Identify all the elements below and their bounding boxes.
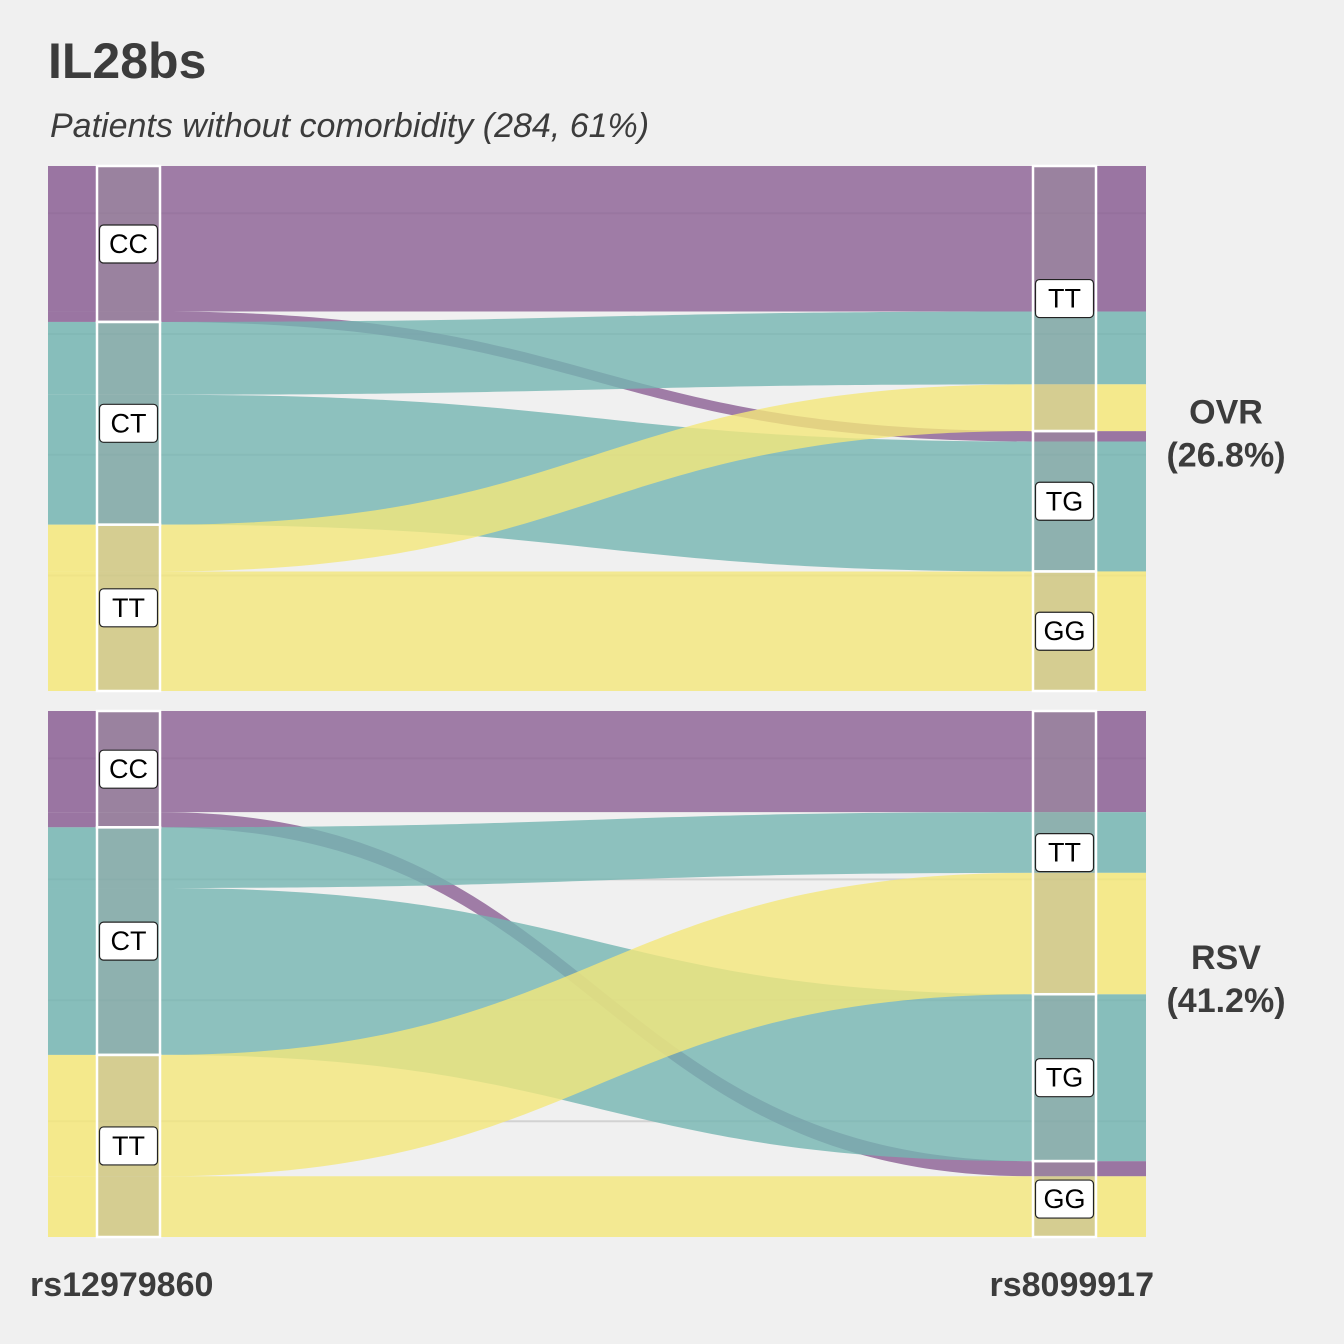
panel-ovr: CC CT TT TT TG GG OVR (26.8%) bbox=[48, 164, 1286, 693]
stratum-label-box bbox=[98, 403, 159, 443]
stratum-label-left-tt: TT bbox=[112, 593, 145, 623]
stratum-label-left-cc: CC bbox=[109, 754, 148, 784]
flow-tt-tt bbox=[160, 384, 1033, 572]
chart-title: IL28bs bbox=[48, 33, 206, 89]
stratum-label-box bbox=[1034, 1058, 1095, 1098]
flow-stub-right bbox=[1033, 1161, 1146, 1177]
flow-cc-tt bbox=[160, 166, 1033, 312]
stratum-label-left-ct: CT bbox=[111, 408, 147, 438]
stratum-label-box bbox=[1034, 278, 1095, 319]
x-axis-label-left: rs12979860 bbox=[30, 1266, 213, 1304]
stratum-label-right-tg: TG bbox=[1046, 1063, 1084, 1093]
stratum-label-right-tg: TG bbox=[1046, 486, 1084, 516]
flow-stub-left bbox=[48, 321, 160, 395]
panel-percent: (26.8%) bbox=[1166, 437, 1285, 475]
stratum-label-right-tt: TT bbox=[1048, 284, 1081, 314]
stratum-label-right-gg: GG bbox=[1043, 1184, 1085, 1214]
flow-tt-gg bbox=[160, 1176, 1033, 1237]
stratum-label-box bbox=[1034, 833, 1095, 873]
flow-ct-tt bbox=[160, 311, 1033, 395]
stratum-label-box bbox=[98, 224, 159, 264]
flow-stub-right bbox=[1033, 311, 1146, 385]
panel-label: RSV bbox=[1191, 939, 1261, 977]
flow-stub-right bbox=[1033, 711, 1146, 813]
chart-subtitle: Patients without comorbidity (284, 61%) bbox=[50, 107, 649, 145]
flow-stub-right bbox=[1033, 431, 1146, 442]
stratum-label-left-tt: TT bbox=[112, 1131, 145, 1161]
flow-tt-tt bbox=[160, 872, 1033, 1177]
flow-tt-gg bbox=[160, 571, 1033, 691]
flow-stub-left bbox=[48, 524, 160, 572]
flow-ct-tt bbox=[160, 812, 1033, 889]
flow-stub-left bbox=[48, 1176, 160, 1237]
flow-cc-tt bbox=[160, 711, 1033, 813]
x-axis-label-right: rs8099917 bbox=[989, 1266, 1154, 1304]
panel-label: OVR bbox=[1189, 394, 1263, 432]
flow-stub-left bbox=[48, 888, 160, 1055]
panels-group: CC CT TT TT TG GG OVR (26.8%) CC CT TT TT TG GG RSV (41… bbox=[48, 164, 1286, 1239]
stratum-label-box bbox=[98, 588, 159, 628]
stratum-label-right-gg: GG bbox=[1043, 616, 1085, 646]
flow-stub-left bbox=[48, 827, 160, 889]
stratum-label-right-tt: TT bbox=[1048, 838, 1081, 868]
flow-stub-left bbox=[48, 311, 160, 322]
stratum-label-box bbox=[1034, 611, 1095, 651]
stratum-label-box bbox=[98, 921, 159, 961]
stratum-label-box bbox=[1034, 1179, 1095, 1219]
stratum-label-box bbox=[1034, 481, 1095, 521]
flow-stub-right bbox=[1033, 384, 1146, 432]
stratum-label-left-cc: CC bbox=[109, 229, 148, 259]
stratum-label-left-ct: CT bbox=[111, 926, 147, 956]
panel-rsv: CC CT TT TT TG GG RSV (41.2%) bbox=[48, 709, 1286, 1239]
stratum-label-box bbox=[98, 1126, 159, 1166]
stratum-label-box bbox=[98, 749, 159, 789]
flow-stub-right bbox=[1033, 872, 1146, 995]
panel-percent: (41.2%) bbox=[1166, 982, 1285, 1020]
flow-stub-left bbox=[48, 812, 160, 828]
